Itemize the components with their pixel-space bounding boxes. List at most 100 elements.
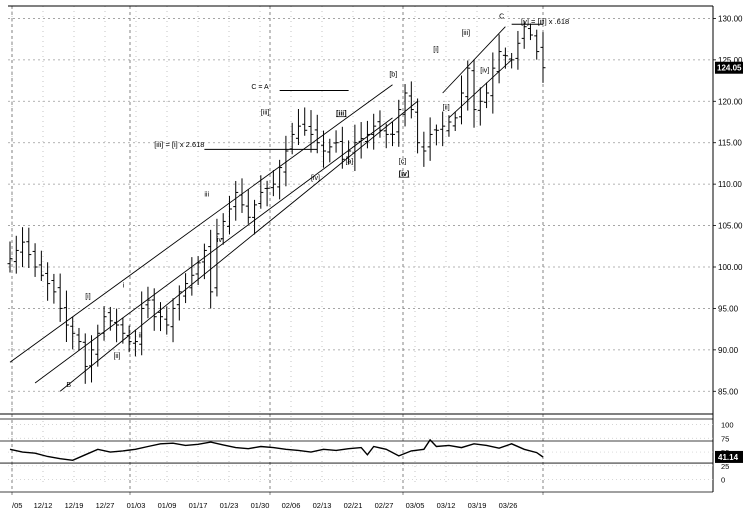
ohlc-bar bbox=[139, 291, 145, 356]
ohlc-bar bbox=[183, 273, 189, 304]
wave-label: [iv] bbox=[399, 171, 410, 178]
ohlc-bar bbox=[195, 255, 201, 286]
indicator-line bbox=[9, 438, 544, 462]
price-tick-label: 115.00 bbox=[718, 139, 742, 148]
ohlc-bar bbox=[471, 59, 477, 128]
wave-label: [a] bbox=[345, 158, 353, 165]
axes: 85.00 90.00 95.00 100.00 105.00 110.00 115.00 1… bbox=[12, 14, 743, 510]
ohlc-bar bbox=[70, 316, 76, 350]
price-tick-label: 90.00 bbox=[718, 346, 739, 355]
ohlc-bar bbox=[346, 140, 352, 165]
ohlc-bar bbox=[295, 108, 301, 146]
ohlc-bar bbox=[101, 306, 107, 341]
ohlc-bar bbox=[252, 199, 258, 235]
ohlc-bar bbox=[157, 302, 163, 332]
ohlc-bar bbox=[515, 30, 521, 70]
date-label: 12/12 bbox=[34, 501, 53, 510]
ohlc-bar bbox=[502, 47, 508, 69]
channel-upper bbox=[9, 84, 393, 363]
last-price-box bbox=[715, 61, 743, 74]
ohlc-bar bbox=[38, 250, 44, 281]
indicator-tick-label: 75 bbox=[721, 434, 729, 443]
ohlc-bar bbox=[170, 298, 176, 343]
ohlc-bar bbox=[63, 290, 69, 343]
ohlc-bar bbox=[145, 286, 151, 319]
ohlc-bar bbox=[51, 273, 57, 304]
date-label: 03/26 bbox=[499, 501, 518, 510]
ohlc-bar bbox=[208, 229, 214, 309]
date-label: 03/05 bbox=[406, 501, 425, 510]
ohlc-bar bbox=[189, 257, 195, 296]
date-label: 03/12 bbox=[437, 501, 456, 510]
wave-label: C bbox=[499, 13, 504, 20]
ohlc-bar bbox=[415, 98, 421, 154]
wave-label: [ii] bbox=[443, 105, 450, 112]
target-lines bbox=[204, 23, 543, 150]
ohlc-bar bbox=[383, 123, 389, 149]
ohlc-bar bbox=[371, 113, 377, 150]
date-label: 01/09 bbox=[158, 501, 177, 510]
ohlc-bar bbox=[151, 288, 157, 331]
wave-label: [iv] bbox=[480, 67, 489, 74]
ohlc-bar bbox=[314, 114, 320, 154]
ohlc-bar bbox=[270, 170, 276, 197]
price-tick-label: 130.00 bbox=[718, 14, 743, 23]
trend-channels bbox=[9, 26, 512, 392]
ohlc-bar bbox=[490, 52, 496, 114]
ohlc-bar bbox=[339, 126, 345, 169]
ohlc-bar bbox=[465, 60, 471, 111]
date-label: 01/03 bbox=[127, 501, 146, 510]
price-tick-label: 85.00 bbox=[718, 387, 739, 396]
ohlc-bar bbox=[176, 285, 182, 321]
wave-label: C = A bbox=[251, 84, 269, 91]
ohlc-bar bbox=[233, 180, 239, 221]
ohlc-bar bbox=[440, 111, 446, 147]
date-label: 02/13 bbox=[313, 501, 332, 510]
ohlc-bar bbox=[13, 235, 19, 274]
ohlc-bar bbox=[26, 227, 32, 268]
ohlc-bar bbox=[89, 335, 95, 383]
wave-label: [i] bbox=[433, 47, 439, 54]
ohlc-bar bbox=[164, 306, 170, 335]
ohlc-bar bbox=[477, 87, 483, 126]
ohlc-bar bbox=[396, 99, 402, 147]
wave-label: [i] bbox=[85, 293, 91, 300]
ohlc-bar bbox=[120, 317, 126, 344]
chart-frame bbox=[0, 5, 714, 493]
ohlc-bar bbox=[364, 120, 370, 149]
price-tick-label: 110.00 bbox=[718, 180, 742, 189]
ohlc-bar bbox=[132, 329, 138, 357]
ohlc-bar bbox=[308, 110, 314, 153]
indicator-last-box bbox=[715, 450, 743, 463]
indicator-last-label: 41.14 bbox=[718, 453, 739, 462]
wave-label: ii bbox=[139, 332, 143, 339]
wave-label: [iii] = [i] x 2.618 bbox=[154, 140, 204, 149]
indicator-panel bbox=[0, 424, 713, 480]
ohlc-bar bbox=[82, 333, 88, 384]
date-label: 01/30 bbox=[251, 501, 270, 510]
ohlc-bar bbox=[458, 75, 464, 125]
ohlc-bar bbox=[201, 243, 207, 280]
date-label: 12/27 bbox=[96, 501, 115, 510]
indicator-tick-label: 100 bbox=[721, 421, 734, 430]
ohlc-bar bbox=[402, 84, 408, 127]
ohlc-bar bbox=[534, 29, 540, 60]
ohlc-bar bbox=[496, 34, 502, 84]
price-tick-label: 95.00 bbox=[718, 304, 739, 313]
ohlc-bar bbox=[114, 308, 120, 343]
wave-label: [iii] bbox=[461, 30, 470, 37]
date-label: /05 bbox=[12, 501, 22, 510]
ohlc-bar bbox=[32, 243, 38, 277]
wave-label: i bbox=[123, 283, 125, 290]
date-label: 03/19 bbox=[468, 501, 487, 510]
date-label: 12/19 bbox=[65, 501, 84, 510]
date-label: 02/06 bbox=[282, 501, 301, 510]
indicator-tick-label: 0 bbox=[721, 476, 725, 485]
ohlc-bar bbox=[540, 32, 546, 83]
ohlc-bar bbox=[408, 81, 414, 119]
ohlc-bar bbox=[239, 178, 245, 213]
ohlc-bar bbox=[390, 121, 396, 147]
date-label: 01/17 bbox=[189, 501, 208, 510]
price-tick-label: 120.00 bbox=[718, 97, 743, 106]
